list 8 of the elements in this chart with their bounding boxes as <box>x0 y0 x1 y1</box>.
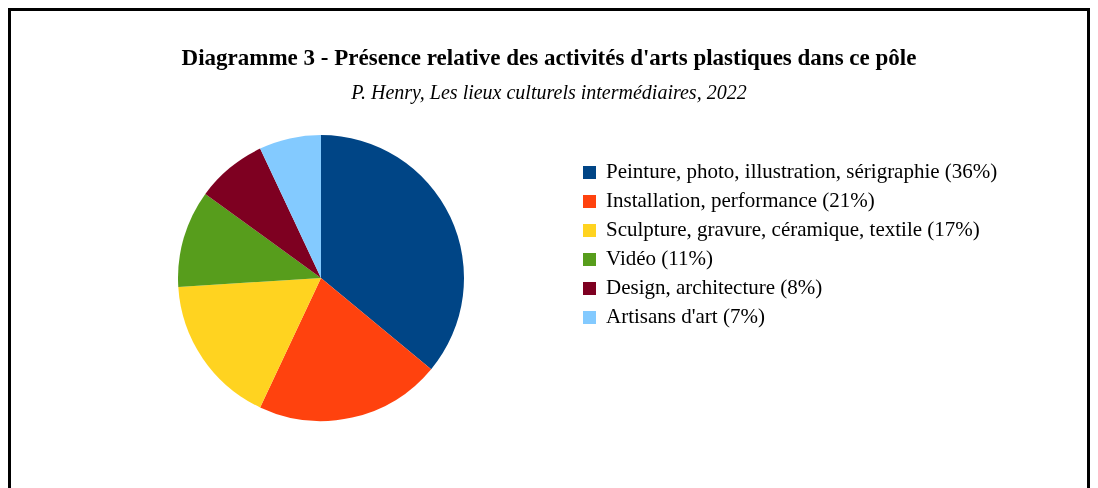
chart-title: Diagramme 3 - Présence relative des activités d'arts plastiques dans ce pôle <box>180 45 918 71</box>
legend-label: Design, architecture (8%) <box>606 274 824 301</box>
legend-label: Installation, performance (21%) <box>606 187 876 214</box>
legend-label: Sculpture, gravure, céramique, textile (17%) <box>606 216 981 243</box>
legend-label: Peinture, photo, illustration, sérigraphie (36%) <box>606 158 999 185</box>
legend-label: Artisans d'art (7%) <box>606 303 766 330</box>
legend-label: Vidéo (11%) <box>606 245 714 272</box>
chart-subtitle: P. Henry, Les lieux culturels intermédiaires, 2022 <box>350 81 748 104</box>
